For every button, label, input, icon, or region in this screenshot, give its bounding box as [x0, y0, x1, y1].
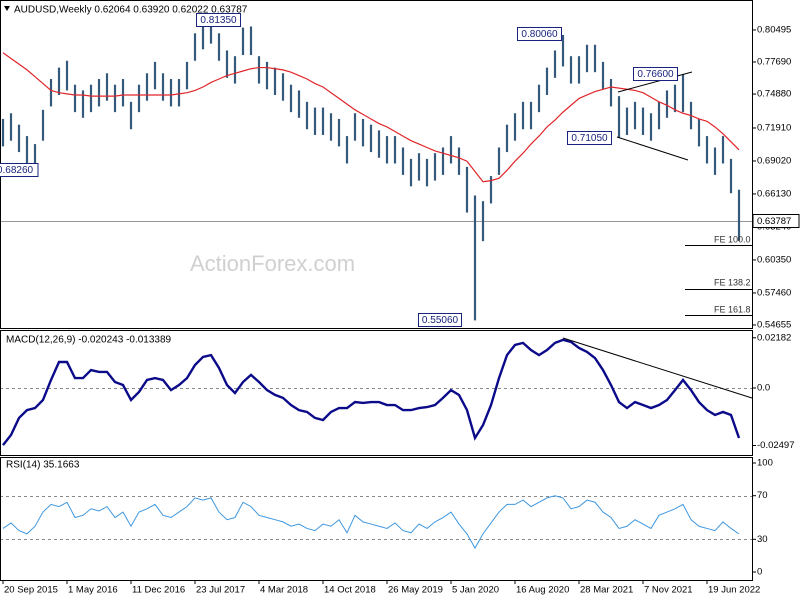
- annotation: 0.80060: [521, 29, 558, 40]
- x-tick-label: 16 Aug 2020: [516, 585, 569, 596]
- y-tick-label: 100: [757, 458, 773, 469]
- last-price-label: 0.63787: [757, 216, 791, 227]
- annotation-box: [633, 67, 678, 81]
- y-tick-label: 0.77690: [757, 57, 791, 68]
- annotation: 0.55060: [422, 315, 459, 326]
- menu-icon: [4, 6, 10, 11]
- y-tick-label: 30: [757, 534, 768, 545]
- x-tick-label: 23 Jul 2017: [196, 585, 245, 596]
- x-tick-label: 4 Mar 2018: [260, 585, 308, 596]
- chart-title: AUDUSD,Weekly 0.62064 0.63920 0.62022 0.…: [14, 5, 248, 16]
- rsi-line: [2, 495, 740, 550]
- y-tick-label: 70: [757, 490, 768, 501]
- macd-title: MACD(12,26,9) -0.020243 -0.013389: [6, 335, 172, 346]
- y-tick-label: 0.71910: [757, 122, 791, 133]
- x-tick-label: 14 Oct 2018: [324, 585, 376, 596]
- fe-label: FE 161.8: [714, 304, 751, 314]
- y-tick-label: 0.74880: [757, 89, 791, 100]
- y-tick-label: 0.80495: [757, 24, 791, 35]
- y-tick-label: 0.57460: [757, 287, 791, 298]
- y-tick-label: -0.02497: [757, 440, 795, 451]
- trend-line: [616, 136, 689, 161]
- x-tick-label: 26 May 2019: [388, 585, 443, 596]
- annotation: 0.68260: [0, 165, 34, 176]
- annotation-box: [567, 131, 612, 145]
- y-tick-label: 0.0: [757, 383, 770, 394]
- annotation-box: [517, 27, 562, 41]
- fe-label: FE 100.0: [714, 234, 751, 244]
- x-tick-label: 1 May 2016: [68, 585, 118, 596]
- trend-line: [617, 71, 693, 93]
- y-tick-label: 0.02182: [757, 332, 791, 343]
- annotation-box: [196, 13, 241, 27]
- annotation-box: [0, 163, 39, 177]
- x-tick-label: 7 Nov 2021: [644, 585, 693, 596]
- y-tick-label: 0.54655: [757, 319, 791, 330]
- rsi-title: RSI(14) 35.1663: [6, 460, 80, 471]
- watermark: ActionForex.com: [190, 251, 355, 276]
- annotation: 0.81350: [200, 15, 237, 26]
- y-tick-label: 0.60350: [757, 254, 791, 265]
- y-tick-label: 0.69020: [757, 155, 791, 166]
- last-price-box: [752, 214, 800, 228]
- x-tick-label: 19 Jun 2022: [708, 585, 760, 596]
- macd-panel: [0, 330, 753, 456]
- x-tick-label: 5 Jan 2020: [452, 585, 499, 596]
- annotation-box: [418, 313, 462, 327]
- trend-line: [562, 337, 753, 399]
- macd-line: [2, 338, 741, 446]
- y-tick-label: 0: [757, 567, 762, 578]
- annotation: 0.76600: [637, 69, 674, 80]
- x-tick-label: 28 Mar 2021: [580, 585, 633, 596]
- fe-label: FE 138.2: [714, 277, 751, 287]
- marks: [0, 20, 752, 550]
- x-tick-label: 20 Sep 2015: [4, 585, 58, 596]
- annotation: 0.71050: [571, 133, 608, 144]
- x-tick-label: 11 Dec 2016: [132, 585, 185, 596]
- moving-average: [2, 52, 740, 183]
- y-tick-label: 0.66130: [757, 188, 791, 199]
- rsi-panel: [0, 457, 753, 581]
